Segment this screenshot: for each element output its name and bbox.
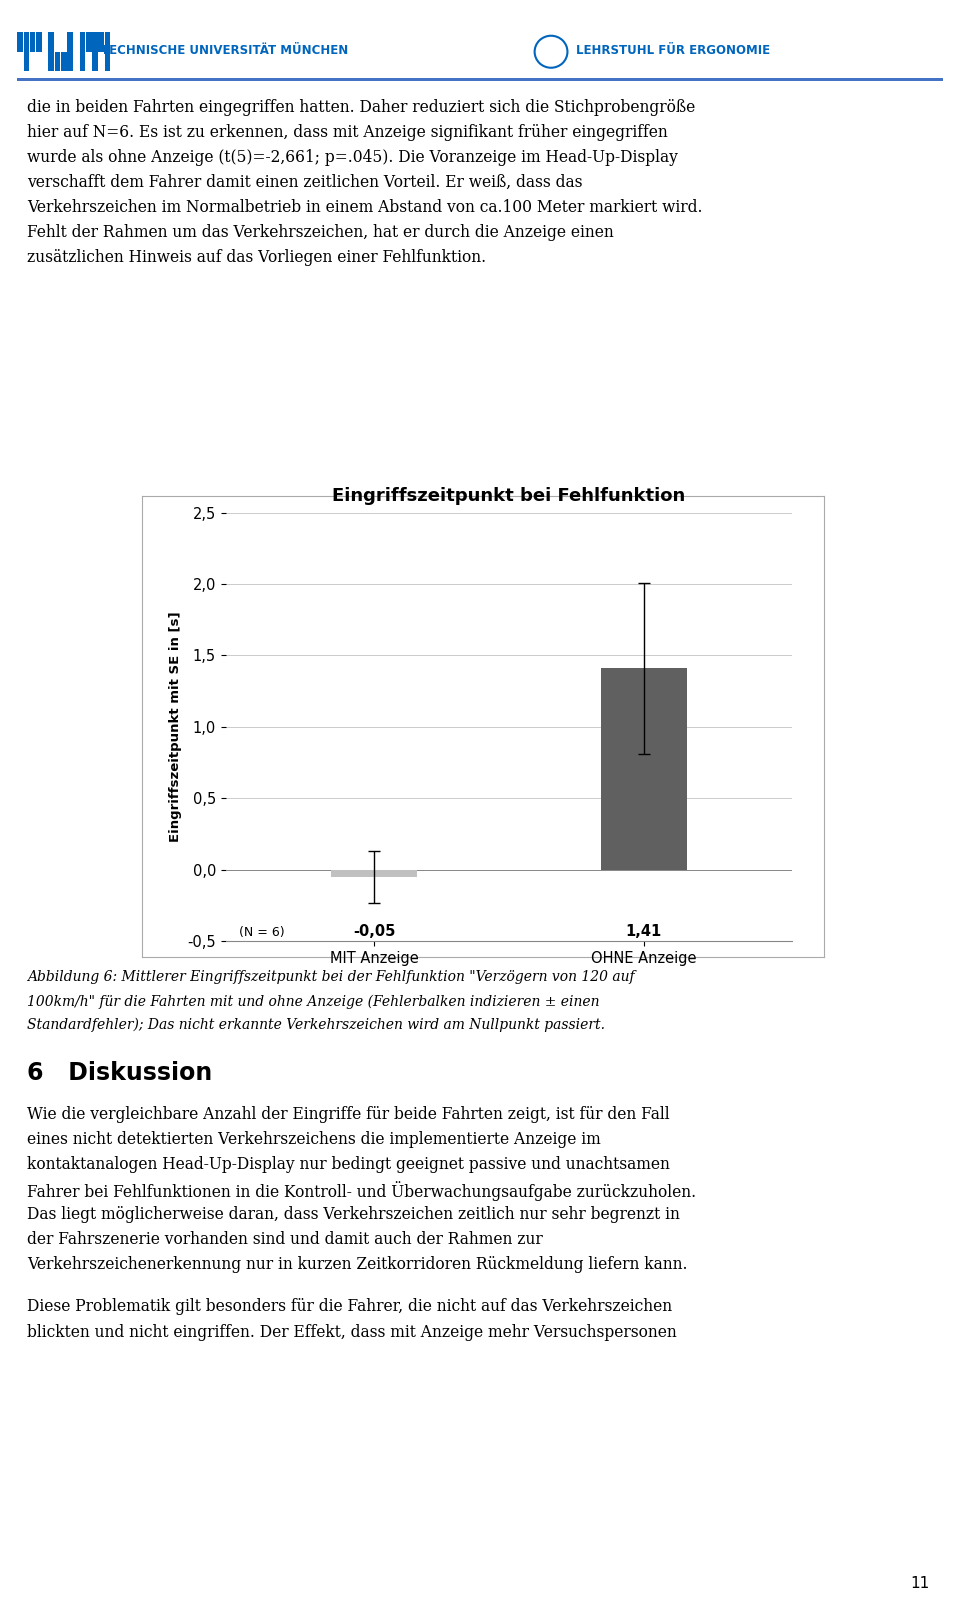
Text: LEHRSTUHL FÜR ERGONOMIE: LEHRSTUHL FÜR ERGONOMIE xyxy=(576,44,770,58)
Text: blickten und nicht eingriffen. Der Effekt, dass mit Anzeige mehr Versuchspersone: blickten und nicht eingriffen. Der Effek… xyxy=(27,1323,677,1340)
Text: Abbildung 6: Mittlerer Eingriffszeitpunkt bei der Fehlfunktion "Verzögern von 12: Abbildung 6: Mittlerer Eingriffszeitpunk… xyxy=(27,970,635,985)
Bar xyxy=(331,870,417,876)
Text: wurde als ohne Anzeige (t(5)=-2,661; p=.045). Die Voranzeige im Head-Up-Display: wurde als ohne Anzeige (t(5)=-2,661; p=.… xyxy=(27,149,678,167)
Text: 11: 11 xyxy=(910,1577,929,1591)
Text: Verkehrszeichenerkennung nur in kurzen Zeitkorridoren Rückmeldung liefern kann.: Verkehrszeichenerkennung nur in kurzen Z… xyxy=(27,1256,687,1274)
Text: die in beiden Fahrten eingegriffen hatten. Daher reduziert sich die Stichprobeng: die in beiden Fahrten eingegriffen hatte… xyxy=(27,99,695,116)
Text: Fahrer bei Fehlfunktionen in die Kontroll- und Überwachungsaufgabe zurückzuholen: Fahrer bei Fehlfunktionen in die Kontrol… xyxy=(27,1180,696,1201)
Text: -0,05: -0,05 xyxy=(352,923,396,939)
Title: Eingriffszeitpunkt bei Fehlfunktion: Eingriffszeitpunkt bei Fehlfunktion xyxy=(332,487,685,506)
Text: Wie die vergleichbare Anzahl der Eingriffe für beide Fahrten zeigt, ist für den : Wie die vergleichbare Anzahl der Eingrif… xyxy=(27,1106,669,1124)
Text: der Fahrszenerie vorhanden sind und damit auch der Rahmen zur: der Fahrszenerie vorhanden sind und dami… xyxy=(27,1232,542,1248)
Text: 6   Diskussion: 6 Diskussion xyxy=(27,1061,212,1085)
Text: Das liegt möglicherweise daran, dass Verkehrszeichen zeitlich nur sehr begrenzt : Das liegt möglicherweise daran, dass Ver… xyxy=(27,1206,680,1224)
Text: kontaktanalogen Head-Up-Display nur bedingt geeignet passive und unachtsamen: kontaktanalogen Head-Up-Display nur bedi… xyxy=(27,1156,670,1174)
Text: eines nicht detektierten Verkehrszeichens die implementierte Anzeige im: eines nicht detektierten Verkehrszeichen… xyxy=(27,1132,601,1148)
Text: Fehlt der Rahmen um das Verkehrszeichen, hat er durch die Anzeige einen: Fehlt der Rahmen um das Verkehrszeichen,… xyxy=(27,223,613,241)
Text: 100km/h" für die Fahrten mit und ohne Anzeige (Fehlerbalken indizieren ± einen: 100km/h" für die Fahrten mit und ohne An… xyxy=(27,994,599,1009)
Text: verschafft dem Fahrer damit einen zeitlichen Vorteil. Er weiß, dass das: verschafft dem Fahrer damit einen zeitli… xyxy=(27,175,583,191)
Text: hier auf N=6. Es ist zu erkennen, dass mit Anzeige signifikant früher eingegriff: hier auf N=6. Es ist zu erkennen, dass m… xyxy=(27,125,667,141)
Bar xyxy=(601,668,686,870)
Y-axis label: Eingriffszeitpunkt mit SE in [s]: Eingriffszeitpunkt mit SE in [s] xyxy=(169,611,181,842)
Text: Diese Problematik gilt besonders für die Fahrer, die nicht auf das Verkehrszeich: Diese Problematik gilt besonders für die… xyxy=(27,1298,672,1316)
Text: Standardfehler); Das nicht erkannte Verkehrszeichen wird am Nullpunkt passiert.: Standardfehler); Das nicht erkannte Verk… xyxy=(27,1019,605,1032)
Text: zusätzlichen Hinweis auf das Vorliegen einer Fehlfunktion.: zusätzlichen Hinweis auf das Vorliegen e… xyxy=(27,249,486,267)
Text: TECHNISCHE UNIVERSITÄT MÜNCHEN: TECHNISCHE UNIVERSITÄT MÜNCHEN xyxy=(101,44,348,58)
Text: (N = 6): (N = 6) xyxy=(239,927,285,939)
Text: Verkehrszeichen im Normalbetrieb in einem Abstand von ca.100 Meter markiert wird: Verkehrszeichen im Normalbetrieb in eine… xyxy=(27,199,703,217)
Text: 1,41: 1,41 xyxy=(626,923,661,939)
